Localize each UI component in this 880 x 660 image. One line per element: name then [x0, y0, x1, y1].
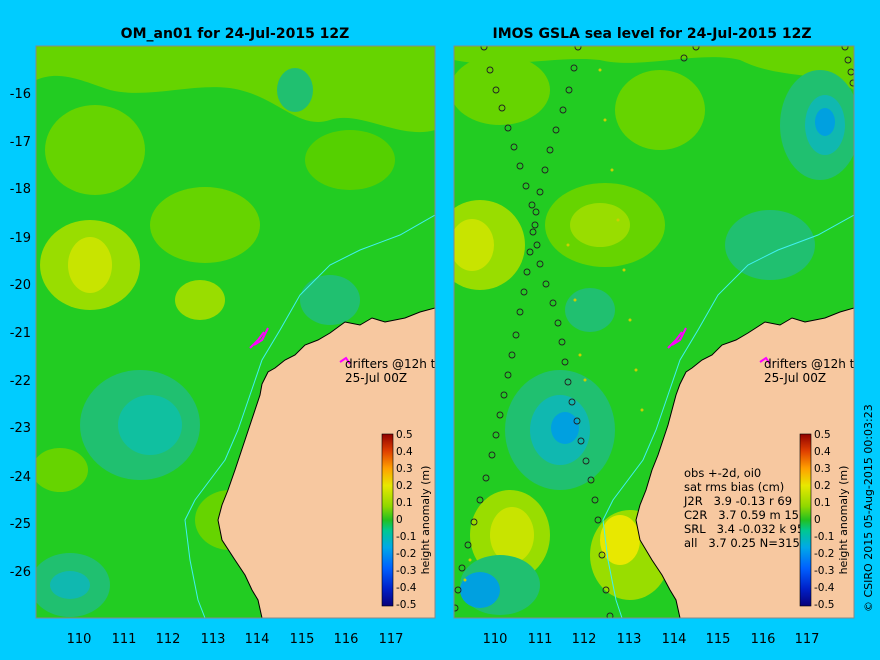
left-map: drifters @12h to 25-Jul 00Z	[30, 46, 443, 618]
copyright-credit: © CSIRO 2015 05-Aug-2015 00:03:23	[862, 404, 875, 612]
left-colorbar-tick: 0.4	[396, 446, 413, 458]
right-colorbar-scale	[800, 434, 811, 606]
left-colorbar-tick: -0.2	[396, 548, 417, 560]
right-map: drifters @12h to 25-Jul 00Z obs +-2d, oi…	[435, 44, 862, 619]
lon-tick-label: 112	[156, 632, 181, 647]
left-colorbar-tick: 0.3	[396, 463, 413, 475]
lon-tick-label: 111	[528, 632, 553, 647]
left-colorbar-tick: 0.1	[396, 497, 413, 509]
left-panel-title: OM_an01 for 24-Jul-2015 12Z	[121, 26, 350, 42]
right-colorbar-tick: 0.5	[814, 429, 831, 441]
stats-line: C2R 3.7 0.59 m 151	[684, 508, 806, 522]
lon-tick-label: 112	[572, 632, 597, 647]
left-drifter-label-1: drifters @12h to	[345, 357, 443, 371]
lat-axis: -16 -17 -18 -19 -20 -21 -22 -23 -24 -25 …	[10, 87, 31, 580]
right-lon-axis: 110 111 112 113 114 115 116 117	[483, 632, 820, 647]
lat-tick-label: -22	[10, 374, 31, 389]
right-colorbar-label: height anomaly (m)	[837, 466, 850, 575]
stats-line: all 3.7 0.25 N=315	[684, 536, 800, 550]
lon-tick-label: 117	[379, 632, 404, 647]
left-drifter-label-2: 25-Jul 00Z	[345, 371, 407, 385]
right-drifter-label-2: 25-Jul 00Z	[764, 371, 826, 385]
lon-tick-label: 116	[334, 632, 359, 647]
lon-tick-label: 115	[290, 632, 315, 647]
right-colorbar-tick: 0.4	[814, 446, 831, 458]
lat-tick-label: -19	[10, 231, 31, 246]
lat-tick-label: -17	[10, 135, 31, 150]
lat-tick-label: -25	[10, 517, 31, 532]
right-colorbar-tick: -0.1	[814, 531, 835, 543]
lon-tick-label: 115	[706, 632, 731, 647]
left-colorbar-tick: 0	[396, 514, 403, 526]
right-colorbar-tick: 0	[814, 514, 821, 526]
lat-tick-label: -24	[10, 470, 31, 485]
lon-tick-label: 113	[617, 632, 642, 647]
left-colorbar-tick: 0.5	[396, 429, 413, 441]
lat-tick-label: -20	[10, 278, 31, 293]
right-colorbar-tick: 0.3	[814, 463, 831, 475]
lat-tick-label: -21	[10, 326, 31, 341]
right-colorbar-tick: -0.3	[814, 565, 835, 577]
left-colorbar-scale	[382, 434, 393, 606]
right-colorbar-tick: 0.2	[814, 480, 831, 492]
lon-tick-label: 113	[201, 632, 226, 647]
lat-tick-label: -26	[10, 565, 31, 580]
stats-line: J2R 3.9 -0.13 r 69	[683, 494, 792, 508]
lon-tick-label: 114	[662, 632, 687, 647]
left-colorbar-tick: -0.3	[396, 565, 417, 577]
lat-tick-label: -18	[10, 182, 31, 197]
right-panel-title: IMOS GSLA sea level for 24-Jul-2015 12Z	[493, 26, 812, 42]
lon-tick-label: 110	[67, 632, 92, 647]
left-colorbar-tick: -0.4	[396, 582, 417, 594]
stats-line: SRL 3.4 -0.032 k 95	[684, 522, 804, 536]
right-colorbar-tick: -0.4	[814, 582, 835, 594]
left-lon-axis: 110 111 112 113 114 115 116 117	[67, 632, 404, 647]
right-colorbar-tick: -0.5	[814, 599, 835, 611]
left-colorbar-tick: -0.1	[396, 531, 417, 543]
right-colorbar-tick: -0.2	[814, 548, 835, 560]
left-colorbar-tick: 0.2	[396, 480, 413, 492]
lon-tick-label: 110	[483, 632, 508, 647]
lon-tick-label: 111	[112, 632, 137, 647]
stats-line: obs +-2d, oi0	[684, 466, 761, 480]
left-colorbar-label: height anomaly (m)	[419, 466, 432, 575]
lat-tick-label: -23	[10, 421, 31, 436]
right-colorbar-tick: 0.1	[814, 497, 831, 509]
lon-tick-label: 117	[795, 632, 820, 647]
lon-tick-label: 114	[245, 632, 270, 647]
right-drifter-label-1: drifters @12h to	[764, 357, 862, 371]
stats-line: sat rms bias (cm)	[684, 480, 784, 494]
lon-tick-label: 116	[751, 632, 776, 647]
left-colorbar-tick: -0.5	[396, 599, 417, 611]
lat-tick-label: -16	[10, 87, 31, 102]
